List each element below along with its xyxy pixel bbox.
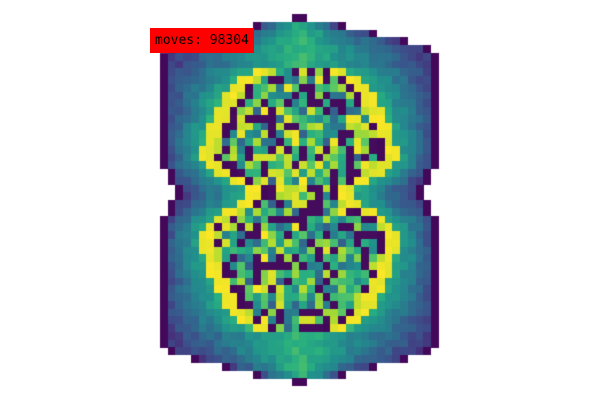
moves-counter: moves: 98304 <box>150 28 254 53</box>
